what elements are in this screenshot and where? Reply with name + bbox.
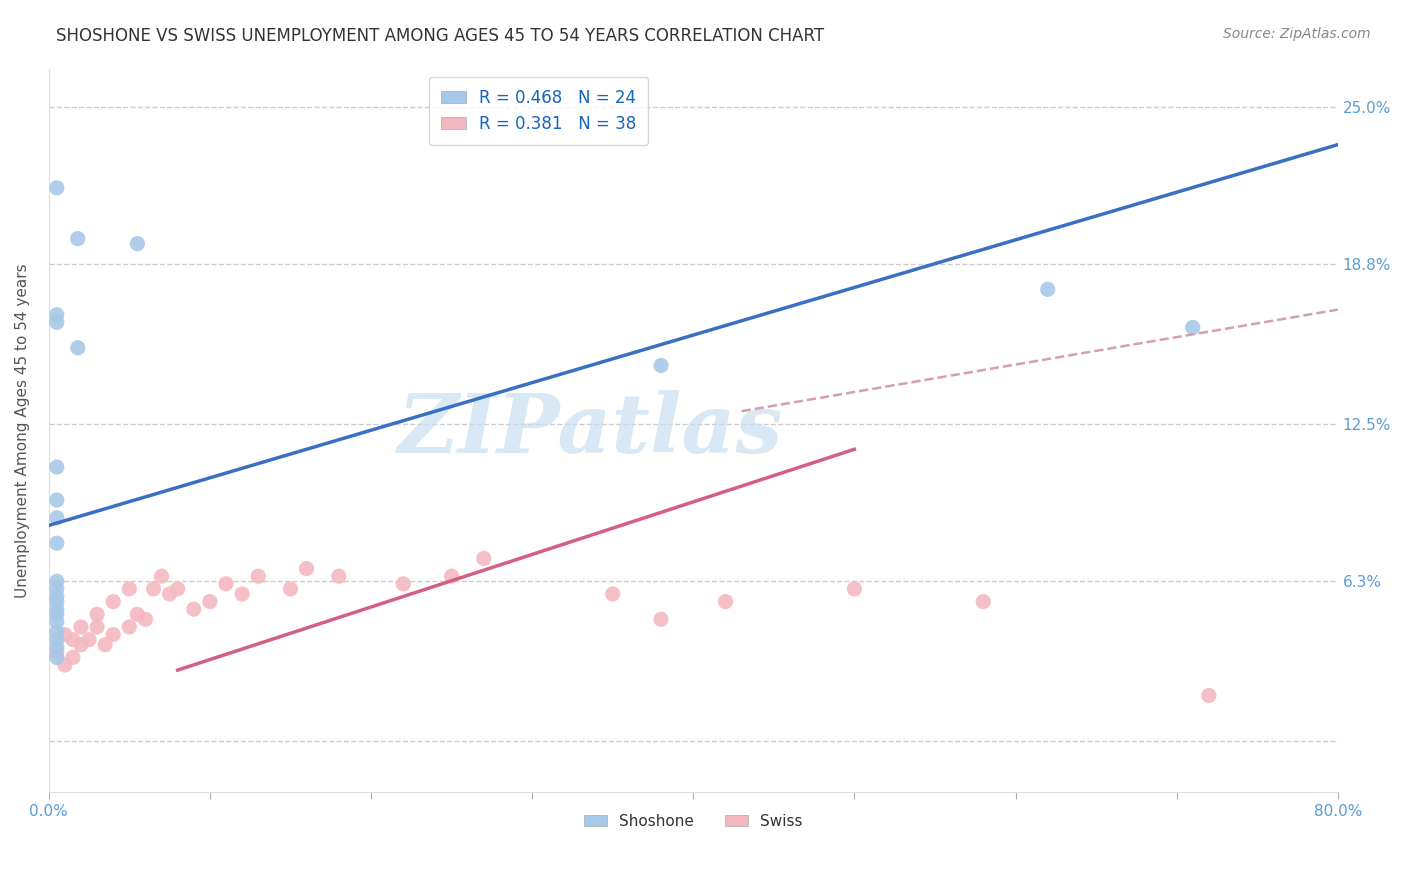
Point bbox=[142, 582, 165, 596]
Point bbox=[66, 231, 89, 245]
Point bbox=[45, 536, 67, 550]
Point bbox=[45, 181, 67, 195]
Point bbox=[247, 569, 270, 583]
Point bbox=[134, 612, 156, 626]
Point bbox=[280, 582, 302, 596]
Point bbox=[94, 638, 117, 652]
Point bbox=[62, 632, 84, 647]
Point bbox=[1198, 689, 1220, 703]
Text: Source: ZipAtlas.com: Source: ZipAtlas.com bbox=[1223, 27, 1371, 41]
Point bbox=[45, 460, 67, 475]
Point bbox=[118, 582, 141, 596]
Point bbox=[45, 625, 67, 640]
Point bbox=[150, 569, 173, 583]
Point bbox=[66, 341, 89, 355]
Point bbox=[45, 650, 67, 665]
Point bbox=[45, 594, 67, 608]
Point bbox=[183, 602, 205, 616]
Point bbox=[70, 620, 93, 634]
Point bbox=[127, 607, 149, 622]
Point bbox=[118, 620, 141, 634]
Point bbox=[472, 551, 495, 566]
Point bbox=[602, 587, 624, 601]
Point bbox=[103, 627, 125, 641]
Point bbox=[972, 594, 994, 608]
Point bbox=[45, 308, 67, 322]
Point bbox=[166, 582, 188, 596]
Point bbox=[45, 615, 67, 629]
Point bbox=[45, 511, 67, 525]
Point bbox=[45, 607, 67, 622]
Point bbox=[159, 587, 181, 601]
Point bbox=[53, 627, 76, 641]
Point bbox=[77, 632, 100, 647]
Point bbox=[1036, 282, 1059, 296]
Text: ZIPatlas: ZIPatlas bbox=[398, 390, 783, 470]
Point bbox=[45, 640, 67, 655]
Point bbox=[714, 594, 737, 608]
Point bbox=[45, 645, 67, 659]
Point bbox=[231, 587, 253, 601]
Point bbox=[844, 582, 866, 596]
Text: SHOSHONE VS SWISS UNEMPLOYMENT AMONG AGES 45 TO 54 YEARS CORRELATION CHART: SHOSHONE VS SWISS UNEMPLOYMENT AMONG AGE… bbox=[56, 27, 824, 45]
Point bbox=[103, 594, 125, 608]
Point bbox=[1181, 320, 1204, 334]
Point bbox=[70, 638, 93, 652]
Point bbox=[45, 582, 67, 596]
Point bbox=[86, 620, 108, 634]
Point bbox=[198, 594, 221, 608]
Point bbox=[53, 658, 76, 673]
Point bbox=[328, 569, 350, 583]
Point bbox=[45, 602, 67, 616]
Point bbox=[650, 612, 672, 626]
Point bbox=[62, 650, 84, 665]
Point bbox=[45, 493, 67, 508]
Legend: Shoshone, Swiss: Shoshone, Swiss bbox=[578, 808, 808, 835]
Point bbox=[295, 561, 318, 575]
Point bbox=[127, 236, 149, 251]
Point bbox=[392, 576, 415, 591]
Point bbox=[650, 359, 672, 373]
Point bbox=[215, 576, 238, 591]
Point bbox=[440, 569, 463, 583]
Y-axis label: Unemployment Among Ages 45 to 54 years: Unemployment Among Ages 45 to 54 years bbox=[15, 263, 30, 598]
Point bbox=[86, 607, 108, 622]
Point bbox=[45, 590, 67, 604]
Point bbox=[45, 574, 67, 589]
Point bbox=[45, 315, 67, 329]
Point bbox=[45, 632, 67, 647]
